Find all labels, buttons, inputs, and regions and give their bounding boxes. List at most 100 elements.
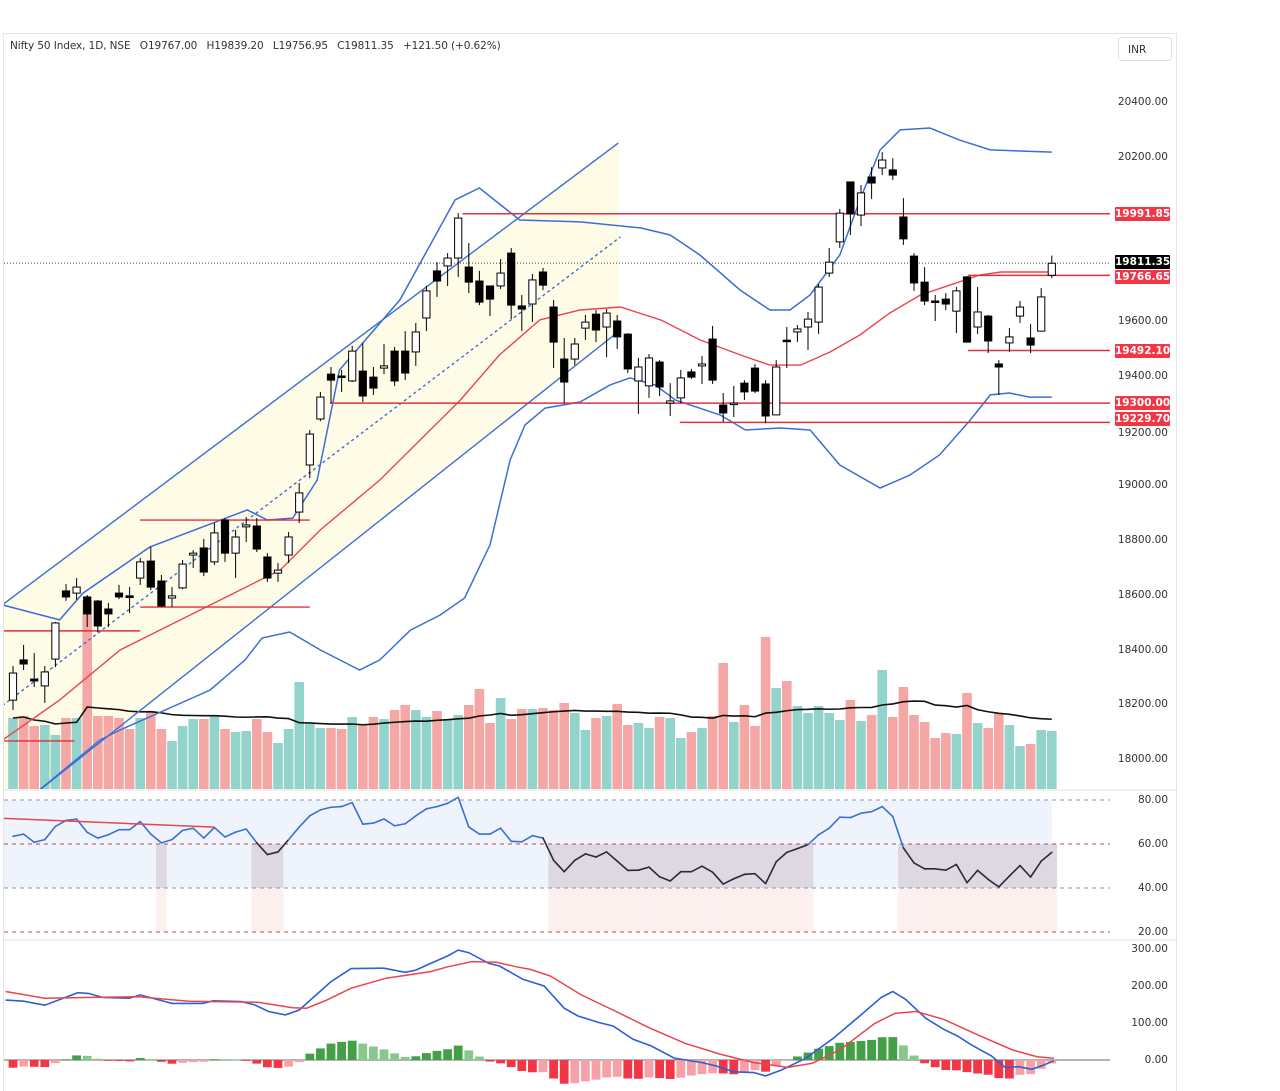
macd-histogram-bar <box>941 1060 951 1071</box>
rsi-line-segment <box>531 834 544 839</box>
macd-histogram-bar <box>591 1060 601 1080</box>
rsi-line-segment <box>987 878 1000 888</box>
volume-bar <box>909 715 919 789</box>
candle-body <box>803 318 813 328</box>
rsi-zone-shade <box>633 888 644 932</box>
ohlc-open: O19767.00 <box>139 40 198 52</box>
candle-body <box>1037 296 1046 332</box>
volume-bar <box>676 738 686 789</box>
macd-histogram-bar <box>581 1060 590 1082</box>
rsi-line-segment <box>404 815 417 825</box>
rsi-zone-shade <box>792 888 803 932</box>
volume-bar <box>199 719 209 789</box>
rsi-line-segment <box>277 838 290 853</box>
macd-histogram-bar <box>750 1060 760 1071</box>
macd-histogram-bar <box>634 1060 643 1079</box>
rsi-line-segment <box>224 831 237 838</box>
rsi-zone-shade <box>1014 888 1026 932</box>
rsi-line-segment <box>775 851 788 863</box>
volume-bar <box>866 715 877 789</box>
candle-body <box>507 252 516 306</box>
macd-histogram-bar <box>379 1049 389 1060</box>
volume-bar <box>326 728 336 789</box>
macd-histogram-bar <box>729 1060 739 1075</box>
macd-histogram-bar <box>549 1060 558 1079</box>
volume-bar <box>103 716 114 789</box>
rsi-zone-shade <box>686 844 697 888</box>
candle-body <box>962 276 972 343</box>
volume-bar <box>40 725 50 789</box>
rsi-zone-shade <box>982 888 994 932</box>
candle-body <box>729 402 738 406</box>
rsi-zone-shade <box>664 844 676 888</box>
candle-body <box>814 286 823 323</box>
rsi-line-segment <box>128 820 141 831</box>
rsi-zone-shade <box>739 888 750 932</box>
volume-bar <box>1025 744 1036 789</box>
candle-body <box>146 560 155 588</box>
candle-body <box>475 280 484 303</box>
rsi-zone-shade <box>898 888 909 932</box>
candle-body <box>401 350 410 374</box>
chart-legend-header: Nifty 50 Index, 1D, NSE O19767.00 H19839… <box>10 40 507 52</box>
volume-bar <box>803 713 813 789</box>
volume-bar <box>93 716 103 789</box>
volume-bar <box>972 723 983 789</box>
macd-histogram-bar <box>273 1060 283 1068</box>
rsi-zone-shade <box>707 844 718 888</box>
macd-histogram-bar <box>877 1037 887 1060</box>
rsi-line-segment <box>425 805 438 810</box>
volume-bar <box>771 688 781 789</box>
volume-bar <box>389 710 400 789</box>
rsi-line-segment <box>754 872 767 885</box>
rsi-zone-shade <box>707 888 718 932</box>
volume-bar <box>1036 730 1046 789</box>
rsi-pane <box>4 796 1110 933</box>
macd-histogram-bar <box>846 1041 855 1060</box>
volume-bar <box>951 734 962 789</box>
currency-button[interactable]: INR <box>1118 37 1172 61</box>
candle-body <box>422 290 431 319</box>
chart-frame <box>3 33 1177 1091</box>
volume-bar <box>358 725 368 789</box>
rsi-line-segment <box>372 818 385 824</box>
macd-histogram-bar <box>920 1060 929 1064</box>
candle-body <box>30 678 39 682</box>
candle-body <box>517 305 526 310</box>
rsi-line-segment <box>722 877 735 885</box>
macd-histogram-bar <box>983 1060 993 1075</box>
volume-bar <box>930 738 940 789</box>
volume-bar <box>8 718 18 789</box>
rsi-line-segment <box>743 872 756 876</box>
price-axis-label: 19400.00 <box>1117 369 1168 382</box>
volume-bar <box>315 728 326 789</box>
volume-bar <box>442 719 453 789</box>
rsi-axis-label: 20.00 <box>1137 926 1168 938</box>
macd-histogram-bar <box>697 1060 707 1075</box>
macd-histogram-bar <box>199 1060 209 1062</box>
rsi-line-segment <box>637 866 650 871</box>
rsi-line-segment <box>1040 851 1053 862</box>
macd-histogram-bar <box>994 1060 1004 1079</box>
level-price-tag: 19300.00 <box>1115 396 1171 411</box>
macd-histogram-bar <box>8 1060 18 1068</box>
rsi-zone-shade <box>781 888 793 932</box>
macd-histogram-bar <box>337 1041 346 1060</box>
macd-histogram-bar <box>178 1060 187 1063</box>
macd-histogram-bar <box>294 1060 304 1063</box>
macd-histogram-bar <box>793 1056 802 1060</box>
volume-bar <box>464 705 474 789</box>
volume-bar <box>612 704 622 789</box>
candle-body <box>454 217 463 259</box>
volume-bar <box>835 720 845 789</box>
volume-bar <box>623 725 633 789</box>
symbol-info: Nifty 50 Index, 1D, NSE <box>10 40 131 52</box>
rsi-line-segment <box>997 875 1011 888</box>
macd-histogram-bar <box>72 1055 81 1060</box>
rsi-zone-shade <box>728 844 740 888</box>
macd-histogram-bar <box>1005 1060 1014 1079</box>
volume-bar <box>707 716 718 789</box>
candle-body <box>178 563 187 589</box>
candle-body <box>856 192 866 216</box>
